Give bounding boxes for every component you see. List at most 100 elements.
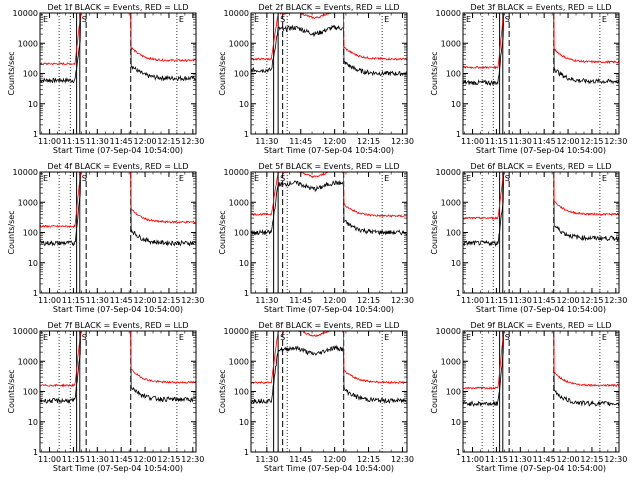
chart-title: Det 3f BLACK = Events, RED = LLD xyxy=(470,3,611,12)
y-tick-label: 1 xyxy=(456,289,461,298)
chart-panel: Det 6f BLACK = Events, RED = LLD E S E 1 10 10… xyxy=(430,162,627,314)
y-tick-label: 100 xyxy=(234,388,249,397)
x-tick-label: 12:30 xyxy=(181,137,204,146)
chart-panel: Det 5f BLACK = Events, RED = LLD E S E 1 10 10… xyxy=(218,162,414,314)
chart-title: Det 2f BLACK = Events, RED = LLD xyxy=(258,3,399,12)
chart-panel: Det 2f BLACK = Events, RED = LLD E S E 1 10 10… xyxy=(218,3,414,155)
marker-label-e-right: E xyxy=(602,333,607,342)
marker-label-e-right: E xyxy=(179,174,184,183)
x-tick-label: 12:15 xyxy=(580,455,603,464)
y-axis-label: Counts/sec xyxy=(7,210,16,254)
plot-frame xyxy=(39,171,197,294)
x-tick-label: 11:30 xyxy=(509,455,532,464)
events-series-line xyxy=(40,331,196,404)
y-axis: 1 10 100 1000 10000 xyxy=(224,168,407,298)
y-tick-label: 1 xyxy=(33,448,38,457)
y-tick-label: 1 xyxy=(456,448,461,457)
chart-title: Det 7f BLACK = Events, RED = LLD xyxy=(47,321,188,330)
events-series-line xyxy=(251,180,407,236)
x-tick-label: 11:30 xyxy=(86,137,109,146)
x-tick-label: 11:15 xyxy=(485,296,508,305)
y-tick-label: 10 xyxy=(239,100,249,109)
y-tick-label: 1000 xyxy=(441,198,461,207)
x-axis-label: Start Time (07-Sep-04 10:54:00) xyxy=(264,146,394,155)
x-tick-label: 11:15 xyxy=(485,455,508,464)
x-tick-label: 11:00 xyxy=(461,455,484,464)
y-tick-label: 10 xyxy=(239,418,249,427)
y-tick-label: 10000 xyxy=(13,9,38,18)
y-tick-label: 10000 xyxy=(13,327,38,336)
x-tick-label: 11:15 xyxy=(62,296,85,305)
y-tick-label: 1000 xyxy=(229,198,249,207)
x-axis-label: Start Time (07-Sep-04 10:54:00) xyxy=(53,305,183,314)
marker-label-s: S xyxy=(505,333,510,342)
y-tick-label: 1 xyxy=(244,130,249,139)
x-axis: 11:30 11:45 12:00 12:15 12:30 xyxy=(255,13,414,146)
marker-label-s: S xyxy=(505,15,510,24)
y-tick-label: 1000 xyxy=(441,357,461,366)
y-tick-label: 100 xyxy=(234,229,249,238)
y-tick-label: 1 xyxy=(456,130,461,139)
y-tick-label: 1000 xyxy=(18,198,38,207)
chart-title: Det 8f BLACK = Events, RED = LLD xyxy=(258,321,399,330)
marker-label-s: S xyxy=(82,15,87,24)
x-tick-label: 11:00 xyxy=(461,137,484,146)
marker-lines xyxy=(58,331,178,452)
marker-label-s: S xyxy=(280,174,285,183)
y-tick-label: 10 xyxy=(451,259,461,268)
marker-label-s: S xyxy=(82,174,87,183)
y-tick-label: 10 xyxy=(28,259,38,268)
y-tick-label: 10000 xyxy=(436,9,461,18)
y-tick-label: 1 xyxy=(33,130,38,139)
plot-frame xyxy=(39,12,197,135)
y-axis-label: Counts/sec xyxy=(218,51,227,95)
x-tick-label: 11:00 xyxy=(38,455,61,464)
marker-label-e-right: E xyxy=(384,333,389,342)
events-series-line xyxy=(251,344,407,405)
y-tick-label: 100 xyxy=(234,70,249,79)
x-tick-label: 12:30 xyxy=(604,296,627,305)
chart-panel: Det 4f BLACK = Events, RED = LLD E S E 1 10 10… xyxy=(7,162,204,314)
y-tick-label: 1000 xyxy=(229,39,249,48)
y-tick-label: 100 xyxy=(23,229,38,238)
chart-panel: Det 7f BLACK = Events, RED = LLD E S E 1 10 10… xyxy=(7,321,204,473)
x-tick-label: 11:45 xyxy=(110,137,133,146)
x-axis-label: Start Time (07-Sep-04 10:54:00) xyxy=(476,464,606,473)
events-series-line xyxy=(463,331,619,408)
y-axis: 1 10 100 1000 10000 xyxy=(13,327,196,457)
x-tick-label: 12:00 xyxy=(557,455,580,464)
x-tick-label: 11:30 xyxy=(255,137,278,146)
y-tick-label: 10 xyxy=(28,100,38,109)
events-series-line xyxy=(463,13,619,86)
x-tick-label: 11:30 xyxy=(86,455,109,464)
plot-frame xyxy=(39,330,197,453)
x-tick-label: 12:00 xyxy=(323,296,346,305)
events-series-line xyxy=(40,13,196,84)
y-tick-label: 10000 xyxy=(224,168,249,177)
marker-label-e-left: E xyxy=(254,15,259,24)
x-tick-label: 11:30 xyxy=(86,296,109,305)
lld-series-line xyxy=(251,172,407,218)
chart-title: Det 5f BLACK = Events, RED = LLD xyxy=(258,162,399,171)
y-tick-label: 10000 xyxy=(436,327,461,336)
x-axis: 11:00 11:15 11:30 11:45 12:00 12:15 12:30 xyxy=(38,13,204,146)
lld-series-line xyxy=(463,172,619,221)
y-tick-label: 1 xyxy=(33,289,38,298)
x-tick-label: 12:00 xyxy=(323,455,346,464)
events-series-line xyxy=(251,24,407,77)
marker-label-e-right: E xyxy=(602,15,607,24)
y-tick-label: 1 xyxy=(244,448,249,457)
x-axis: 11:00 11:15 11:30 11:45 12:00 12:15 12:30 xyxy=(38,331,204,464)
y-axis: 1 10 100 1000 10000 xyxy=(436,168,619,298)
y-tick-label: 100 xyxy=(23,388,38,397)
x-axis-label: Start Time (07-Sep-04 10:54:00) xyxy=(53,464,183,473)
marker-lines xyxy=(58,13,178,134)
y-axis-label: Counts/sec xyxy=(430,369,439,413)
x-tick-label: 11:30 xyxy=(509,137,532,146)
marker-lines xyxy=(481,13,601,134)
marker-label-e-right: E xyxy=(179,15,184,24)
x-tick-label: 12:15 xyxy=(357,455,380,464)
x-tick-label: 11:00 xyxy=(461,296,484,305)
marker-lines xyxy=(266,172,383,293)
